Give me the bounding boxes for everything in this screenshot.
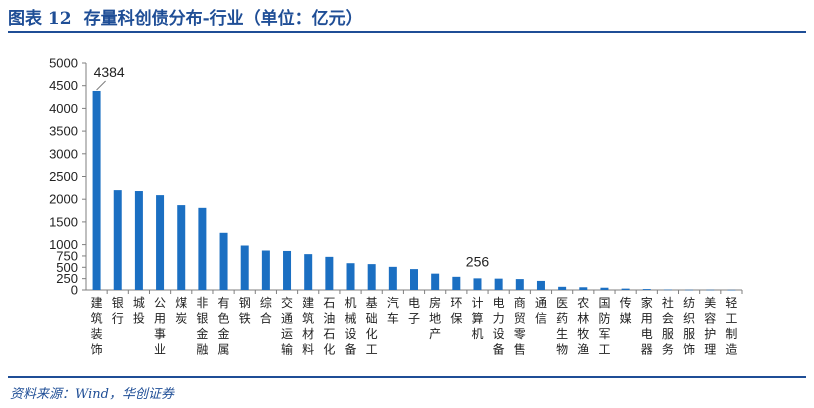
data-label-leader — [96, 80, 106, 91]
data-label: 256 — [466, 253, 490, 269]
category-label: 交通运输 — [281, 295, 293, 357]
category-label: 建筑装饰 — [91, 296, 103, 357]
bar — [367, 264, 376, 290]
bar — [727, 289, 736, 291]
category-label: 农林牧渔 — [577, 296, 589, 357]
category-label: 基础化工 — [366, 296, 378, 357]
bar — [515, 279, 524, 290]
category-label: 钢铁 — [239, 296, 251, 326]
bar — [706, 289, 715, 291]
y-tick-label: 250 — [56, 271, 78, 286]
category-label: 环保 — [450, 296, 462, 326]
bar — [388, 266, 397, 290]
title-rule — [8, 31, 806, 33]
source-note: 资料来源：Wind，华创证券 — [10, 387, 174, 402]
y-tick-label: 4500 — [49, 78, 78, 93]
category-label: 商贸零售 — [514, 295, 526, 357]
bar — [92, 90, 101, 290]
figure-caption: 存量科创债分布-行业（单位：亿元） — [83, 9, 363, 29]
bar — [198, 207, 207, 290]
bar — [642, 289, 651, 290]
category-label: 电子 — [408, 296, 420, 326]
category-label: 纺织服饰 — [683, 296, 695, 357]
bar — [536, 280, 545, 290]
bar — [579, 287, 588, 290]
category-label: 机械设备 — [345, 296, 357, 357]
category-label: 城投 — [133, 296, 145, 326]
figure-number: 图表 12 — [8, 9, 72, 29]
category-label: 美容护理 — [704, 296, 716, 357]
bar — [346, 263, 355, 290]
category-label: 电力设备 — [493, 296, 505, 357]
category-label: 通信 — [535, 296, 547, 326]
footer-rule — [8, 376, 806, 378]
category-label: 非银金融 — [196, 296, 208, 357]
bar — [304, 254, 313, 290]
category-label: 国防军工 — [598, 296, 610, 357]
y-tick-label: 4000 — [49, 101, 78, 116]
bar — [156, 195, 165, 290]
category-label: 有色金属 — [218, 296, 230, 357]
bar — [494, 278, 503, 290]
category-label: 医药生物 — [556, 296, 568, 357]
category-label: 银行 — [112, 296, 124, 326]
y-tick-label: 3000 — [49, 146, 78, 161]
bar — [663, 289, 672, 291]
bar — [134, 191, 143, 290]
category-label: 公用事业 — [154, 296, 166, 357]
bar — [600, 287, 609, 290]
bar — [219, 232, 228, 290]
y-tick-label: 2500 — [49, 169, 78, 184]
bar — [113, 190, 122, 290]
bar — [325, 256, 334, 290]
y-tick-label: 0 — [71, 283, 78, 298]
category-label: 家用电器 — [641, 295, 653, 357]
y-tick-label: 5000 — [49, 56, 78, 71]
bar — [685, 289, 694, 291]
y-tick-label: 750 — [56, 248, 78, 263]
y-tick-label: 500 — [56, 260, 78, 275]
bar — [410, 269, 418, 290]
bar — [431, 273, 440, 290]
category-label: 轻工制造 — [725, 296, 737, 357]
category-label: 石油石化 — [323, 296, 335, 357]
y-tick-label: 1500 — [49, 214, 78, 229]
figure-title: 图表 12 存量科创债分布-行业（单位：亿元） — [8, 4, 375, 29]
bar — [240, 245, 249, 290]
category-label: 汽车 — [387, 295, 399, 326]
category-label: 传媒 — [620, 295, 632, 326]
category-label: 计算机 — [471, 296, 483, 341]
category-label: 房地产 — [429, 295, 441, 341]
bar — [177, 205, 186, 290]
bar — [473, 278, 482, 290]
bar — [621, 288, 630, 290]
category-label: 综合 — [260, 296, 272, 326]
bar — [452, 276, 461, 290]
category-label: 煤炭 — [175, 296, 187, 326]
y-tick-label: 2000 — [49, 192, 78, 207]
data-label: 4384 — [94, 64, 125, 80]
y-tick-label: 1000 — [49, 237, 78, 252]
category-label: 社会服务 — [662, 295, 674, 357]
bar — [261, 250, 270, 290]
bar — [283, 250, 292, 290]
y-tick-label: 3500 — [49, 124, 78, 139]
category-label: 建筑材料 — [302, 296, 314, 357]
bar — [558, 286, 567, 290]
